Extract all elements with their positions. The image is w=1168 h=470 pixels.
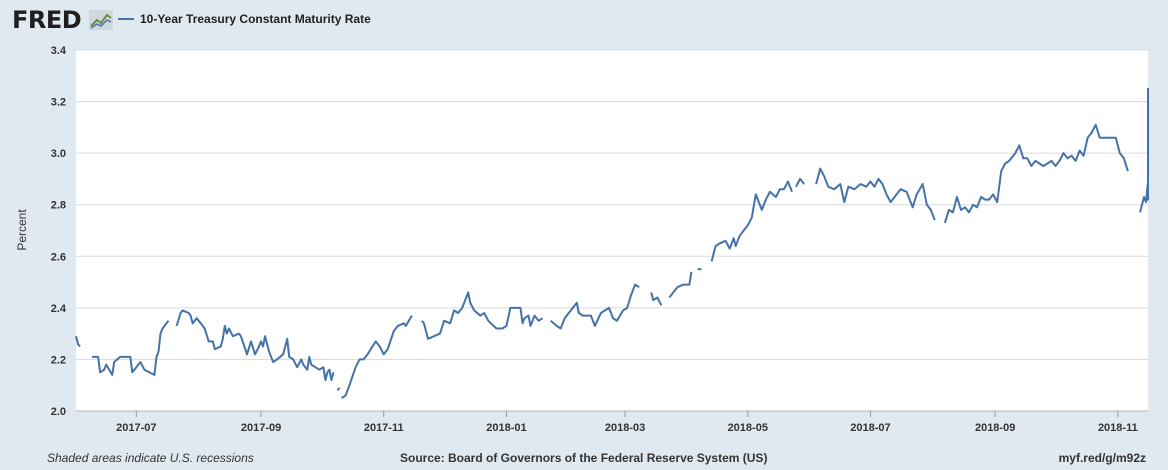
- series-line-segment: [92, 320, 170, 376]
- plot-area: [76, 50, 1148, 411]
- series-line-segment: [175, 309, 335, 382]
- y-tick-label: 2.6: [51, 251, 66, 263]
- footer: Shaded areas indicate U.S. recessions So…: [0, 451, 1168, 469]
- y-axis-title: Percent: [15, 209, 29, 251]
- y-tick-label: 3.2: [51, 97, 66, 109]
- y-tick-label: 3.0: [51, 148, 66, 160]
- recession-note: Shaded areas indicate U.S. recessions: [47, 451, 254, 465]
- series-line-segment: [75, 335, 81, 348]
- legend[interactable]: 10-Year Treasury Constant Maturity Rate: [118, 12, 371, 26]
- x-tick-label: 2017-07: [116, 422, 156, 434]
- x-tick-label: 2018-09: [975, 422, 1015, 434]
- x-tick-label: 2018-03: [605, 422, 645, 434]
- series-line-segment: [668, 271, 693, 299]
- x-tick-label: 2018-11: [1098, 422, 1138, 434]
- y-axis: 2.0 2.2 2.4 2.6 2.8 3.0 3.2 3.4: [51, 45, 67, 418]
- fred-logo[interactable]: FRED: [12, 6, 82, 34]
- series-line-segment: [340, 315, 413, 399]
- legend-swatch: [118, 18, 134, 20]
- x-tick-label: 2018-01: [486, 422, 526, 434]
- y-tick-label: 2.0: [51, 406, 66, 418]
- fred-chart-icon: [89, 10, 113, 30]
- y-tick-label: 3.4: [51, 45, 67, 57]
- x-tick-label: 2017-11: [364, 422, 404, 434]
- series-line-segment: [815, 167, 936, 221]
- y-tick-label: 2.2: [51, 354, 66, 366]
- series-line-segment: [421, 291, 544, 340]
- short-link[interactable]: myf.red/g/m92z: [1058, 451, 1146, 465]
- series-line-segment: [550, 283, 640, 330]
- x-tick-label: 2018-07: [850, 422, 890, 434]
- series-line-segment: [710, 180, 793, 262]
- series-line-segment: [943, 123, 1129, 224]
- source-text[interactable]: Source: Board of Governors of the Federa…: [400, 451, 768, 465]
- series-line-segment: [336, 387, 341, 392]
- x-axis: 2017-07 2017-09 2017-11 2018-01 2018-03 2018-…: [116, 411, 1138, 434]
- series-line-segment: [795, 177, 805, 188]
- series: [75, 87, 1149, 399]
- header: FRED 10-Year Treasury Constant Maturity …: [0, 0, 1168, 44]
- series-line-segment: [650, 292, 663, 306]
- x-tick-label: 2018-05: [728, 422, 768, 434]
- grid: [76, 49, 1148, 412]
- chart[interactable]: 2.02.22.42.62.83.03.23.4 2017-07 2017-09 2…: [0, 0, 1168, 450]
- y-tick-label: 2.8: [51, 200, 66, 212]
- legend-label: 10-Year Treasury Constant Maturity Rate: [140, 12, 371, 26]
- x-tick-label: 2017-09: [241, 422, 281, 434]
- y-tick-label: 2.4: [51, 303, 67, 315]
